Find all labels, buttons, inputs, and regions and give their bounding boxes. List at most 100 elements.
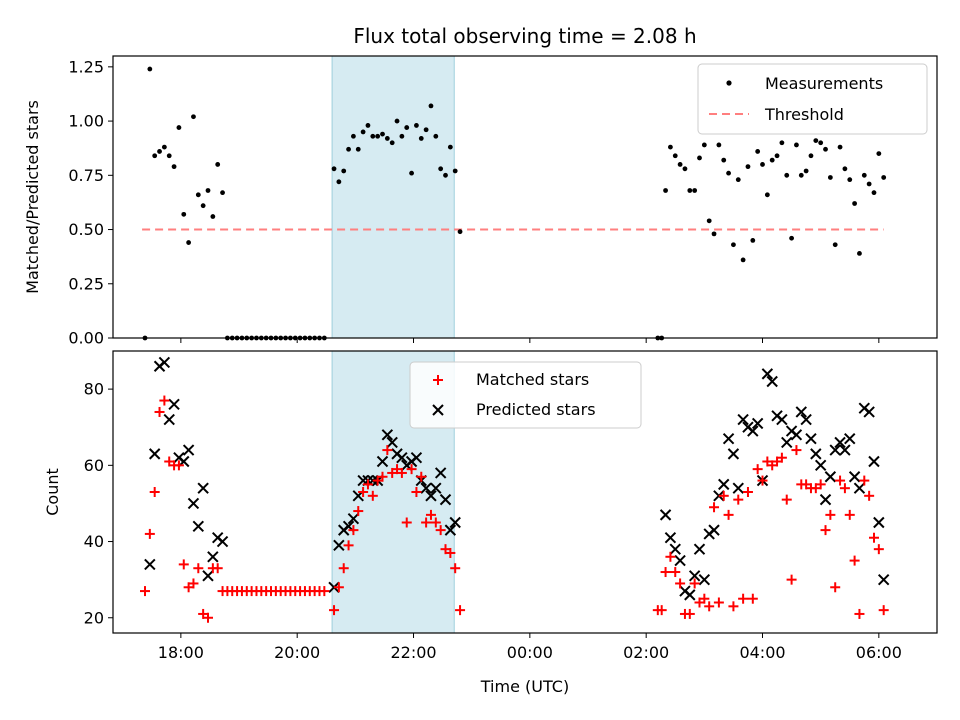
matched-star-point (203, 612, 214, 623)
predicted-star-point (202, 570, 214, 582)
predicted-star-point (425, 490, 437, 502)
measurement-point (157, 149, 162, 154)
predicted-marker-stroke (727, 448, 740, 460)
x-tick-label: 22:00 (390, 643, 436, 662)
predicted-marker-stroke (357, 474, 369, 487)
matched-star-point (844, 509, 855, 520)
y-tick-label: 80 (84, 380, 104, 399)
measurement-point (774, 153, 780, 159)
measurement-point (433, 133, 439, 139)
predicted-star-point (810, 448, 822, 460)
measurement-point (668, 144, 673, 150)
predicted-marker-stroke (659, 509, 672, 521)
measurement-point (798, 172, 804, 178)
matched-star-point (319, 586, 330, 597)
predicted-marker-stroke (718, 478, 730, 491)
bottom-y-axis-label: Count (43, 468, 62, 516)
predicted-star-point (158, 356, 171, 369)
measurement-point (861, 172, 867, 178)
predicted-star-point (795, 406, 807, 418)
matched-star-point (786, 574, 797, 585)
measurement-point (769, 157, 775, 163)
predicted-marker-stroke (761, 368, 774, 380)
predicted-star-point (781, 436, 793, 449)
matched-star-point (188, 578, 199, 589)
top-y-axis-label: Matched/Predicted stars (23, 100, 42, 294)
measurement-point (876, 151, 882, 157)
measurement-point (779, 140, 785, 146)
measurement-point (195, 192, 201, 198)
matched-star-point (660, 567, 671, 578)
predicted-star-point (163, 413, 175, 426)
predicted-star-point (863, 406, 875, 418)
matched-star-point (728, 601, 739, 612)
measurement-point (389, 140, 395, 146)
predicted-marker-stroke (664, 532, 677, 544)
matched-star-point (353, 506, 364, 517)
predicted-marker-stroke (747, 425, 759, 437)
predicted-marker-stroke (420, 482, 432, 494)
predicted-star-point (737, 413, 749, 426)
predicted-marker-stroke (430, 482, 442, 494)
matched-star-point (212, 563, 223, 574)
predicted-star-point (430, 482, 442, 494)
predicted-marker-stroke (158, 356, 171, 369)
predicted-marker-stroke (202, 570, 214, 582)
predicted-marker-stroke (810, 448, 822, 460)
measurement-point (215, 162, 221, 167)
predicted-marker-stroke (834, 436, 846, 449)
predicted-star-point (333, 539, 345, 552)
matched-star-point (144, 528, 155, 539)
matched-star-point (377, 471, 388, 482)
measurement-point (365, 123, 371, 128)
x-tick-label: 04:00 (739, 643, 785, 662)
predicted-star-point (766, 375, 778, 388)
predicted-star-point (751, 417, 764, 430)
predicted-star-point (790, 429, 803, 441)
predicted-star-point (800, 413, 812, 426)
measurement-point (866, 181, 872, 187)
legend-predicted-label: Predicted stars (476, 400, 596, 419)
matched-star-point (178, 559, 189, 570)
measurement-point (852, 201, 857, 206)
measurement-point (692, 188, 698, 193)
matched-star-point (733, 494, 744, 505)
predicted-marker-stroke (197, 482, 209, 494)
predicted-marker-stroke (688, 570, 701, 582)
y-tick-label: 0.00 (68, 329, 104, 348)
predicted-star-point (848, 471, 861, 483)
predicted-star-point (718, 478, 730, 491)
matched-star-point (343, 540, 354, 551)
measurement-point (842, 166, 848, 172)
matched-star-point (425, 509, 436, 520)
measurement-point (803, 168, 809, 174)
measurement-point (721, 157, 727, 163)
matched-star-point (348, 525, 359, 536)
predicted-marker-stroke (207, 551, 219, 563)
matched-star-point (421, 517, 432, 528)
predicted-star-point (819, 493, 832, 506)
matched-star-point (684, 608, 695, 619)
highlight-span-top (331, 55, 455, 339)
measurement-point (205, 188, 211, 193)
matched-star-point (854, 608, 865, 619)
predicted-star-point (853, 482, 866, 494)
predicted-star-point (814, 459, 827, 472)
predicted-marker-stroke (376, 455, 389, 468)
predicted-marker-stroke (698, 573, 711, 586)
matched-star-point (396, 467, 407, 478)
measurement-point (346, 146, 351, 152)
predicted-star-point (722, 432, 735, 445)
matched-star-point (723, 509, 734, 520)
predicted-marker-stroke (795, 406, 807, 418)
matched-star-point (333, 582, 344, 593)
predicted-marker-stroke (839, 444, 851, 456)
measurement-point (837, 144, 843, 150)
top-legend-box (697, 63, 928, 135)
predicted-marker-stroke (766, 375, 778, 388)
predicted-star-point (434, 467, 447, 479)
measurement-point (808, 153, 814, 159)
measurement-point (701, 142, 707, 148)
measurement-point (336, 179, 342, 185)
measurement-point (380, 131, 385, 137)
